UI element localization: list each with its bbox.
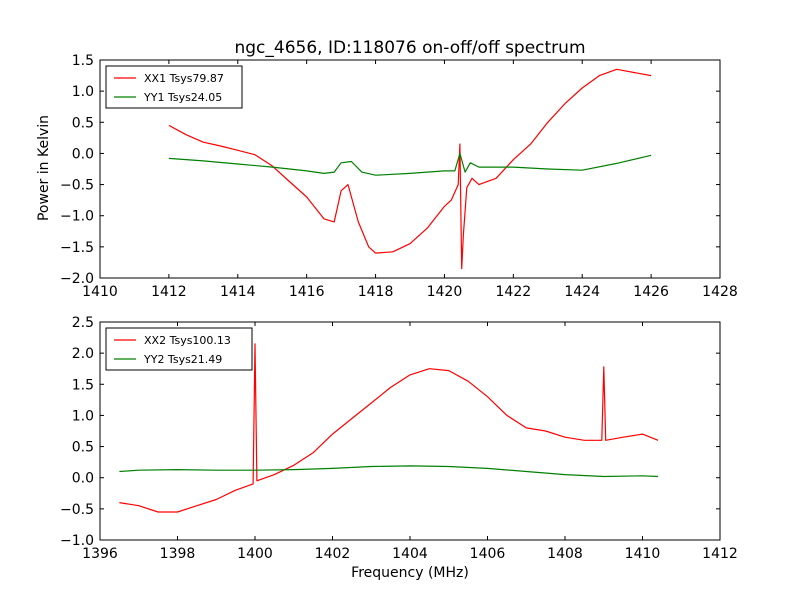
bottom-x-tick-label: 1406 bbox=[470, 546, 506, 562]
bottom-x-tick-label: 1396 bbox=[82, 546, 118, 562]
top-spectrum-panel: 1410 1412 1414 1416 1418 1420 1422 1424 1426 1428… bbox=[60, 53, 738, 300]
top-series-line-2 bbox=[168, 152, 652, 176]
bottom-x-tick-label: 1400 bbox=[237, 546, 273, 562]
bottom-spectrum-panel: 1396 1398 1400 1402 1404 1406 1408 1410 1412 −1.0… bbox=[60, 315, 738, 562]
top-y-tick-label: −2.0 bbox=[60, 271, 94, 287]
bottom-legend-box bbox=[105, 327, 253, 371]
top-y-tick-label: −1.0 bbox=[60, 209, 94, 225]
top-x-tick-label: 1418 bbox=[358, 284, 394, 300]
top-legend-box bbox=[105, 65, 243, 109]
bottom-x-tick-label: 1404 bbox=[392, 546, 428, 562]
top-y-tick-label: 1.0 bbox=[72, 84, 94, 100]
top-plot-frame bbox=[99, 59, 721, 279]
top-x-tick-label: 1414 bbox=[220, 284, 256, 300]
bottom-x-tick-label: 1398 bbox=[160, 546, 196, 562]
bottom-legend-label-1: XX2 Tsys100.13 bbox=[144, 334, 231, 347]
figure-title: ngc_4656, ID:118076 on-off/off spectrum bbox=[234, 38, 585, 58]
top-x-tick-label: 1428 bbox=[702, 284, 738, 300]
top-y-tick-label: 1.5 bbox=[72, 53, 94, 69]
bottom-x-tick-label: 1408 bbox=[547, 546, 583, 562]
top-x-tick-label: 1426 bbox=[633, 284, 669, 300]
bottom-x-tick-label: 1410 bbox=[625, 546, 661, 562]
bottom-y-tick-label: 0.5 bbox=[72, 440, 94, 456]
top-y-tick-label: −1.5 bbox=[60, 240, 94, 256]
top-y-tick-label: 0.0 bbox=[72, 146, 94, 162]
bottom-series-line-1 bbox=[119, 343, 659, 513]
top-legend-label-2: YY1 Tsys24.05 bbox=[143, 91, 222, 104]
bottom-y-tick-label: −0.5 bbox=[60, 502, 94, 518]
bottom-y-tick-label: 2.5 bbox=[72, 315, 94, 331]
bottom-y-tick-label: 2.0 bbox=[72, 346, 94, 362]
top-x-tick-label: 1412 bbox=[151, 284, 187, 300]
bottom-y-tick-label: −1.0 bbox=[60, 533, 94, 549]
top-series-line-1 bbox=[168, 68, 652, 270]
bottom-y-tick-label: 1.5 bbox=[72, 377, 94, 393]
top-x-tick-label: 1416 bbox=[289, 284, 325, 300]
top-x-tick-label: 1422 bbox=[496, 284, 532, 300]
top-x-tick-label: 1410 bbox=[82, 284, 118, 300]
bottom-series-line-2 bbox=[119, 465, 659, 478]
bottom-y-tick-label: 1.0 bbox=[72, 408, 94, 424]
top-x-tick-label: 1424 bbox=[564, 284, 600, 300]
bottom-x-tick-label: 1402 bbox=[315, 546, 351, 562]
bottom-legend-label-2: YY2 Tsys21.49 bbox=[143, 353, 222, 366]
bottom-x-tick-label: 1412 bbox=[702, 546, 738, 562]
top-y-tick-label: 0.5 bbox=[72, 115, 94, 131]
y-axis-label: Power in Kelvin bbox=[36, 115, 52, 221]
top-x-tick-label: 1420 bbox=[427, 284, 463, 300]
top-y-tick-label: −0.5 bbox=[60, 178, 94, 194]
top-legend-label-1: XX1 Tsys79.87 bbox=[144, 72, 224, 85]
x-axis-label: Frequency (MHz) bbox=[351, 565, 469, 581]
bottom-y-tick-label: 0.0 bbox=[72, 471, 94, 487]
